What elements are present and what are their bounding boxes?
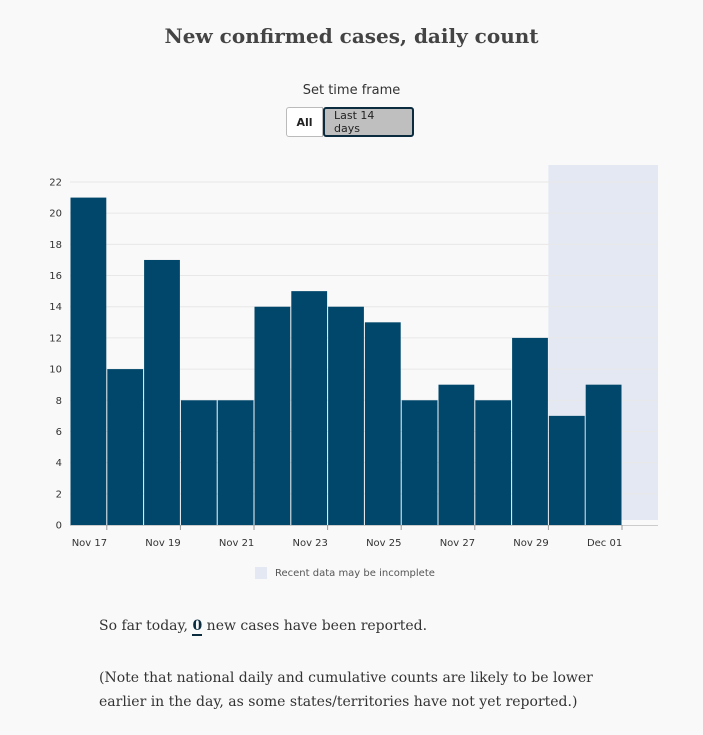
y-tick-label: 0 [56,521,62,532]
bar [585,384,622,525]
y-tick-label: 4 [56,458,62,469]
x-tick-label: Dec 01 [587,538,622,549]
bar [254,306,291,525]
incomplete-data-swatch [255,567,267,579]
bar [291,291,328,525]
y-tick-label: 18 [49,240,62,251]
y-tick-label: 14 [49,302,62,313]
bar [548,415,585,525]
time-frame-toggle: All Last 14 days [286,107,414,137]
bar [475,400,512,525]
y-tick-label: 16 [49,271,62,282]
y-tick-label: 2 [56,489,62,500]
y-tick-label: 20 [49,209,62,220]
bar [144,259,180,525]
today-case-count: 0 [192,618,203,636]
y-tick-label: 8 [56,396,62,407]
x-tick-label: Nov 19 [145,538,180,549]
summary-suffix: new cases have been reported. [206,618,428,634]
bar [217,400,254,525]
summary-prefix: So far today, [99,618,189,634]
bar [512,337,548,525]
time-frame-label: Set time frame [302,83,401,98]
y-tick-label: 10 [49,365,62,376]
bar-chart: 0 2 4 6 8 10 12 14 16 18 20 22 Nov 17 Nov 19 Nov 21 Nov… [49,165,658,549]
bar [107,369,144,525]
x-tick-label: Nov 29 [513,538,548,549]
x-tick-label: Nov 25 [366,538,401,549]
time-frame-14-days-button[interactable]: Last 14 days [323,107,414,137]
bar [328,306,364,525]
x-tick-label: Nov 21 [219,538,254,549]
bar [438,384,475,525]
bar [180,400,217,525]
legend: Recent data may be incomplete [255,567,435,579]
chart-title: New confirmed cases, daily count [164,24,539,48]
note-text: (Note that national daily and cumulative… [99,670,593,710]
x-tick-label: Nov 27 [440,538,475,549]
y-tick-label: 22 [49,178,62,189]
bar [364,322,401,525]
x-tick-label: Nov 23 [292,538,327,549]
x-tick-label: Nov 17 [72,538,107,549]
time-frame-all-button[interactable]: All [286,107,323,137]
bar [70,197,107,525]
summary-text: So far today, 0 new cases have been repo… [99,614,619,638]
y-tick-label: 6 [56,427,62,438]
legend-label: Recent data may be incomplete [275,567,435,579]
bar [401,400,438,525]
y-tick-label: 12 [49,333,62,344]
